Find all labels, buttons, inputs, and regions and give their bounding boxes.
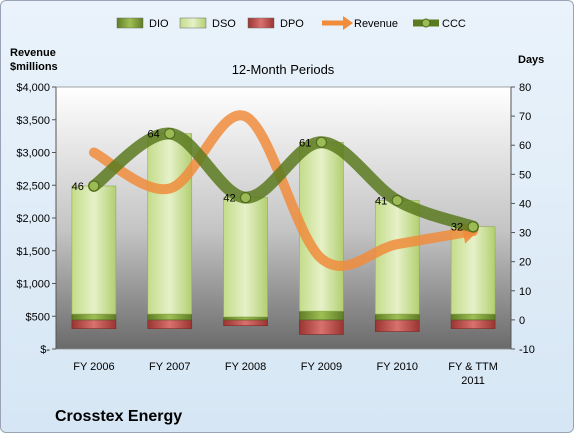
legend-swatch xyxy=(116,17,144,29)
left-tick-label: $1,000 xyxy=(16,279,50,291)
right-tick-label: 30 xyxy=(519,228,531,240)
x-tick-label: FY 2007 xyxy=(149,361,190,373)
dio-bar xyxy=(71,313,117,321)
x-tick-label: FY 2008 xyxy=(225,361,266,373)
x-tick-label: FY 2006 xyxy=(73,361,114,373)
right-tick-label: 50 xyxy=(519,169,531,181)
left-axis-label-line2: $millions xyxy=(10,61,58,73)
x-tick-label: FY 2009 xyxy=(301,361,342,373)
ccc-point xyxy=(88,180,100,192)
right-tick-label: 80 xyxy=(519,82,531,94)
dso-bar xyxy=(147,133,193,315)
left-tick-label: $1,500 xyxy=(16,246,50,258)
legend-label: DSO xyxy=(212,18,236,30)
x-tick-label: FY 2010 xyxy=(377,361,418,373)
revenue-line xyxy=(88,110,479,271)
right-tick-label: -10 xyxy=(519,344,535,356)
left-tick-label: $3,500 xyxy=(16,115,50,127)
dpo-bar xyxy=(147,319,193,329)
dio-bar xyxy=(223,316,268,321)
dpo-bar xyxy=(71,319,117,329)
legend-swatch xyxy=(247,17,275,29)
ccc-data-label: 64 xyxy=(148,129,160,141)
chart-title: 12-Month Periods xyxy=(232,62,335,77)
right-tick-label: 10 xyxy=(519,286,531,298)
ccc-point xyxy=(315,136,327,148)
left-axis-label-line1: Revenue xyxy=(10,47,56,59)
legend-marker xyxy=(421,18,431,28)
legend-label: Revenue xyxy=(354,18,398,30)
left-tick-label: $2,500 xyxy=(16,180,50,192)
legend-label: DPO xyxy=(280,18,304,30)
ccc-point xyxy=(240,192,252,204)
ccc-data-label: 42 xyxy=(223,193,235,205)
dso-bar xyxy=(450,226,496,315)
right-axis-label: Days xyxy=(518,54,544,66)
left-tick-label: $4,000 xyxy=(16,82,50,94)
dio-bar xyxy=(450,313,496,321)
left-tick-label: $- xyxy=(40,344,50,356)
company-name: Crosstex Energy xyxy=(55,408,182,425)
dpo-bar xyxy=(450,319,496,329)
left-tick-label: $500 xyxy=(26,311,50,323)
right-tick-label: 70 xyxy=(519,111,531,123)
ccc-data-label: 46 xyxy=(72,181,84,193)
x-tick-label: 2011 xyxy=(461,375,485,387)
ccc-point xyxy=(164,128,176,140)
dio-bar xyxy=(299,310,344,321)
dio-bar xyxy=(147,313,193,321)
ccc-data-label: 41 xyxy=(375,196,387,208)
dso-bar xyxy=(374,200,420,315)
dpo-bar xyxy=(374,319,420,332)
right-tick-label: 0 xyxy=(519,315,525,327)
x-tick-label: FY & TTM xyxy=(448,361,498,373)
ccc-data-label: 32 xyxy=(451,222,463,234)
right-tick-label: 60 xyxy=(519,140,531,152)
dpo-bar xyxy=(223,319,268,327)
legend-label: CCC xyxy=(442,18,466,30)
ccc-point xyxy=(391,195,403,207)
dso-bar xyxy=(223,197,268,318)
right-tick-label: 20 xyxy=(519,257,531,269)
left-tick-label: $2,000 xyxy=(16,213,50,225)
ccc-point xyxy=(467,221,479,233)
legend-arrow xyxy=(343,16,353,30)
dso-bar xyxy=(71,185,117,315)
dio-bar xyxy=(374,313,420,321)
left-tick-label: $3,000 xyxy=(16,148,50,160)
legend-label: DIO xyxy=(149,18,169,30)
ccc-data-label: 61 xyxy=(299,137,311,149)
legend-swatch xyxy=(179,17,207,29)
right-tick-label: 40 xyxy=(519,198,531,210)
dpo-bar xyxy=(299,319,344,335)
